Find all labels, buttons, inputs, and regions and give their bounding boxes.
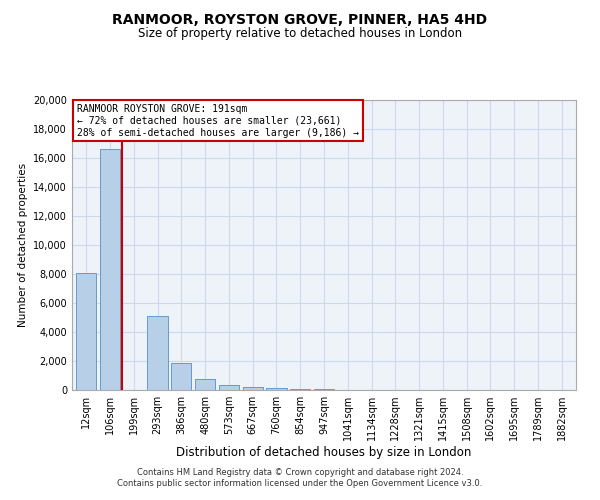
Bar <box>290 388 310 390</box>
Bar <box>266 388 287 390</box>
Bar <box>100 150 120 390</box>
Bar <box>148 316 167 390</box>
Bar <box>171 363 191 390</box>
Bar <box>195 378 215 390</box>
Text: RANMOOR, ROYSTON GROVE, PINNER, HA5 4HD: RANMOOR, ROYSTON GROVE, PINNER, HA5 4HD <box>112 12 488 26</box>
Y-axis label: Number of detached properties: Number of detached properties <box>18 163 28 327</box>
Text: Contains HM Land Registry data © Crown copyright and database right 2024.
Contai: Contains HM Land Registry data © Crown c… <box>118 468 482 487</box>
Text: RANMOOR ROYSTON GROVE: 191sqm
← 72% of detached houses are smaller (23,661)
28% : RANMOOR ROYSTON GROVE: 191sqm ← 72% of d… <box>77 104 359 138</box>
X-axis label: Distribution of detached houses by size in London: Distribution of detached houses by size … <box>176 446 472 459</box>
Bar <box>76 274 97 390</box>
Bar <box>219 384 239 390</box>
Bar <box>242 386 263 390</box>
Text: Size of property relative to detached houses in London: Size of property relative to detached ho… <box>138 28 462 40</box>
